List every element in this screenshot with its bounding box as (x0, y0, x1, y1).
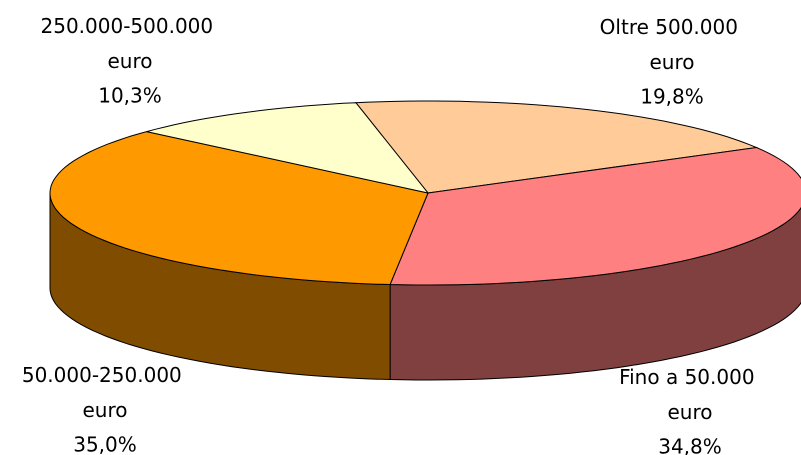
label-line: euro (83, 398, 128, 422)
slice (354, 100, 759, 194)
label-line: euro (668, 400, 713, 424)
slice (146, 102, 430, 194)
label-line: euro (650, 50, 695, 74)
label-line: 250.000-500.000 (41, 14, 220, 38)
slice-label: Fino a 50.000 euro (619, 365, 761, 424)
value-label: 35,0% (73, 433, 137, 455)
label-line: 50.000-250.000 (22, 363, 188, 387)
label-line: euro (108, 49, 153, 73)
value-label: 19,8% (640, 85, 704, 109)
slice (49, 131, 429, 286)
slice-label: Oltre 500.000 euro (600, 15, 745, 74)
label-line: Fino a 50.000 (619, 365, 761, 389)
slice (389, 146, 801, 286)
label-line: Oltre 500.000 (600, 15, 745, 39)
value-label: 34,8% (658, 435, 722, 455)
slice-label: 250.000-500.000 euro (41, 14, 220, 73)
value-label: 10,3% (98, 84, 162, 108)
slice-label: 50.000-250.000 euro (22, 363, 188, 422)
